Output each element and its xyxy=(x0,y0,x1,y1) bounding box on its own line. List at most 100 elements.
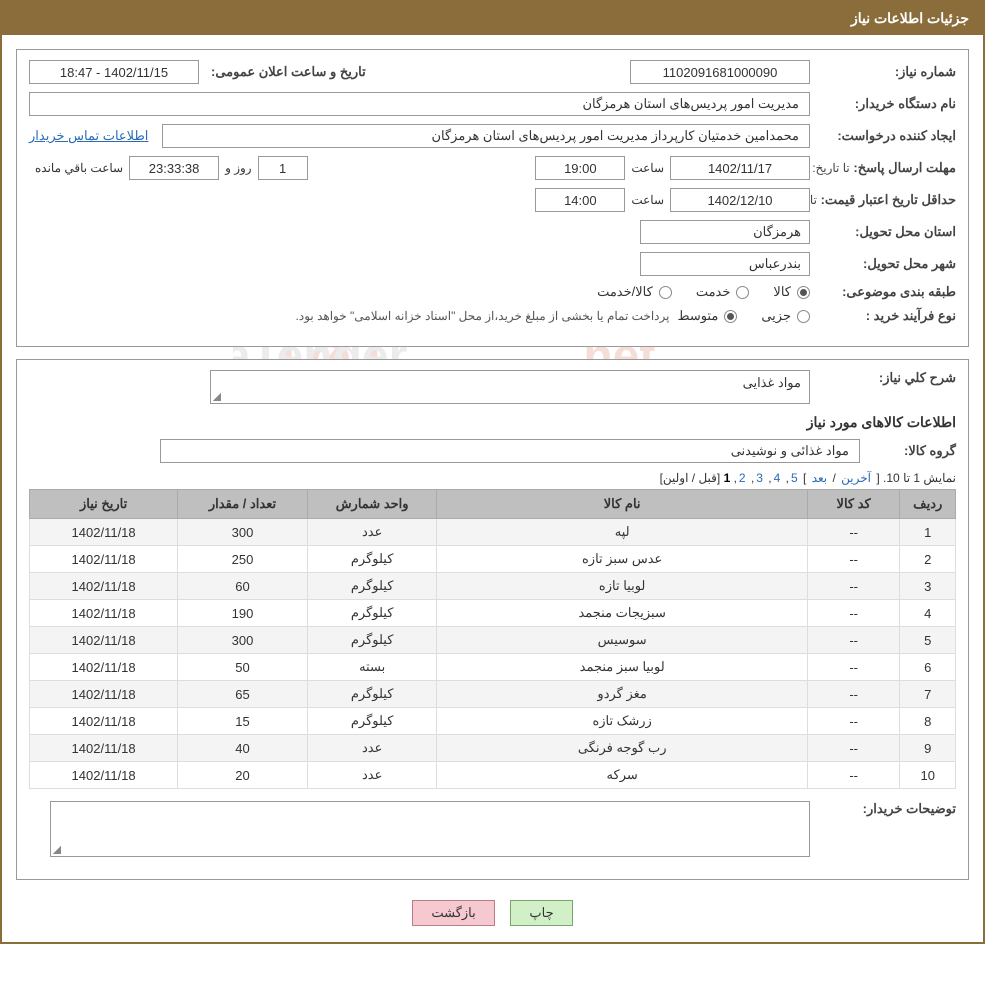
purchase-radio-group: جزیی متوسط xyxy=(677,308,810,324)
radio-medium[interactable]: متوسط xyxy=(677,308,737,324)
th-date: تاریخ نیاز xyxy=(30,490,178,519)
table-row: 8--زرشک تازهکیلوگرم151402/11/18 xyxy=(30,708,956,735)
cell-row: 2 xyxy=(900,546,956,573)
cell-date: 1402/11/18 xyxy=(30,654,178,681)
table-row: 9--رب گوجه فرنگیعدد401402/11/18 xyxy=(30,735,956,762)
cell-qty: 15 xyxy=(178,708,308,735)
label-goods-group: گروه کالا: xyxy=(866,443,956,459)
field-delivery-province: هرمزگان xyxy=(640,220,810,244)
cell-unit: کیلوگرم xyxy=(307,627,437,654)
cell-date: 1402/11/18 xyxy=(30,546,178,573)
th-row: ردیف xyxy=(900,490,956,519)
pager-p4[interactable]: 4 xyxy=(774,471,781,485)
radio-medium-label: متوسط xyxy=(677,308,718,324)
table-row: 4--سبزیجات منجمدکیلوگرم1901402/11/18 xyxy=(30,600,956,627)
cell-code: -- xyxy=(807,600,900,627)
cell-date: 1402/11/18 xyxy=(30,519,178,546)
cell-code: -- xyxy=(807,735,900,762)
cell-name: رب گوجه فرنگی xyxy=(437,735,807,762)
label-time-1: ساعت xyxy=(631,161,664,175)
category-radio-group: کالا خدمت کالا/خدمت xyxy=(597,284,810,300)
cell-unit: کیلوگرم xyxy=(307,600,437,627)
th-name: نام کالا xyxy=(437,490,807,519)
cell-date: 1402/11/18 xyxy=(30,573,178,600)
cell-qty: 300 xyxy=(178,519,308,546)
th-code: کد کالا xyxy=(807,490,900,519)
table-row: 5--سوسیسکیلوگرم3001402/11/18 xyxy=(30,627,956,654)
th-qty: تعداد / مقدار xyxy=(178,490,308,519)
cell-qty: 50 xyxy=(178,654,308,681)
label-requester: ایجاد کننده درخواست: xyxy=(816,128,956,144)
pager-last[interactable]: آخرین xyxy=(841,471,871,485)
cell-row: 7 xyxy=(900,681,956,708)
label-category: طبقه بندی موضوعی: xyxy=(816,284,956,300)
table-row: 10--سرکهعدد201402/11/18 xyxy=(30,762,956,789)
th-unit: واحد شمارش xyxy=(307,490,437,519)
label-announce-datetime: تاریخ و ساعت اعلان عمومی: xyxy=(211,64,391,80)
pager: نمایش 1 تا 10. [ آخرین / بعد ] 5, 4, 3, … xyxy=(29,471,956,485)
field-goods-group: مواد غذائی و نوشیدنی xyxy=(160,439,860,463)
pager-next[interactable]: بعد xyxy=(812,471,827,485)
radio-partial[interactable]: جزیی xyxy=(761,308,810,324)
cell-qty: 300 xyxy=(178,627,308,654)
radio-goods[interactable]: کالا xyxy=(773,284,810,300)
buyer-notes-textarea[interactable] xyxy=(50,801,810,857)
label-buyer-notes: توضیحات خریدار: xyxy=(816,801,956,817)
goods-info-heading: اطلاعات کالاهای مورد نیاز xyxy=(29,414,956,431)
cell-row: 3 xyxy=(900,573,956,600)
pager-close: ] xyxy=(800,471,807,485)
label-time-remaining: ساعت باقي مانده xyxy=(35,161,123,175)
general-desc-textarea[interactable]: مواد غذایی xyxy=(210,370,810,404)
pager-sep-1: / xyxy=(829,471,836,485)
title-bar: جزئیات اطلاعات نیاز xyxy=(2,2,983,35)
cell-name: سوسیس xyxy=(437,627,807,654)
cell-qty: 190 xyxy=(178,600,308,627)
field-remaining-days: 1 xyxy=(258,156,308,180)
cell-qty: 20 xyxy=(178,762,308,789)
label-delivery-city: شهر محل تحویل: xyxy=(816,256,956,272)
pager-p2[interactable]: 2 xyxy=(739,471,746,485)
print-button[interactable]: چاپ xyxy=(510,900,572,926)
field-announce-datetime: 1402/11/15 - 18:47 xyxy=(29,60,199,84)
buyer-contact-link[interactable]: اطلاعات تماس خریدار xyxy=(29,128,148,144)
pager-prefix: نمایش 1 تا 10. [ xyxy=(876,471,956,485)
back-button[interactable]: بازگشت xyxy=(412,900,494,926)
cell-name: زرشک تازه xyxy=(437,708,807,735)
cell-code: -- xyxy=(807,546,900,573)
cell-code: -- xyxy=(807,681,900,708)
purchase-note: پرداخت تمام یا بخشی از مبلغ خرید،از محل … xyxy=(296,309,670,323)
cell-code: -- xyxy=(807,708,900,735)
cell-qty: 40 xyxy=(178,735,308,762)
cell-qty: 65 xyxy=(178,681,308,708)
radio-service[interactable]: خدمت xyxy=(696,284,750,300)
field-need-number: 1102091681000090 xyxy=(630,60,810,84)
radio-goods-service-label: کالا/خدمت xyxy=(597,284,653,300)
cell-code: -- xyxy=(807,519,900,546)
field-min-price-time: 14:00 xyxy=(535,188,625,212)
radio-goods-label: کالا xyxy=(773,284,791,300)
footer-buttons: چاپ بازگشت xyxy=(16,892,969,928)
cell-row: 9 xyxy=(900,735,956,762)
cell-date: 1402/11/18 xyxy=(30,762,178,789)
label-time-2: ساعت xyxy=(631,193,664,207)
cell-name: سرکه xyxy=(437,762,807,789)
pager-p3[interactable]: 3 xyxy=(756,471,763,485)
radio-service-label: خدمت xyxy=(696,284,731,300)
cell-row: 10 xyxy=(900,762,956,789)
table-row: 2--عدس سبز تازهکیلوگرم2501402/11/18 xyxy=(30,546,956,573)
field-deadline-time: 19:00 xyxy=(535,156,625,180)
radio-goods-service[interactable]: کالا/خدمت xyxy=(597,284,672,300)
pager-p5[interactable]: 5 xyxy=(791,471,798,485)
cell-name: لپه xyxy=(437,519,807,546)
cell-qty: 60 xyxy=(178,573,308,600)
field-min-price-date: 1402/12/10 xyxy=(670,188,810,212)
label-deadline-2: تا تاریخ: xyxy=(812,161,850,175)
goods-table: ردیف کد کالا نام کالا واحد شمارش تعداد /… xyxy=(29,489,956,789)
cell-name: لوبیا سبز منجمد xyxy=(437,654,807,681)
table-row: 3--لوبیا تازهکیلوگرم601402/11/18 xyxy=(30,573,956,600)
field-requester: محمدامین خدمتیان کارپرداز مدیریت امور پر… xyxy=(162,124,810,148)
table-row: 1--لپهعدد3001402/11/18 xyxy=(30,519,956,546)
cell-unit: کیلوگرم xyxy=(307,546,437,573)
cell-name: عدس سبز تازه xyxy=(437,546,807,573)
label-general-desc: شرح کلي نیاز: xyxy=(816,370,956,386)
